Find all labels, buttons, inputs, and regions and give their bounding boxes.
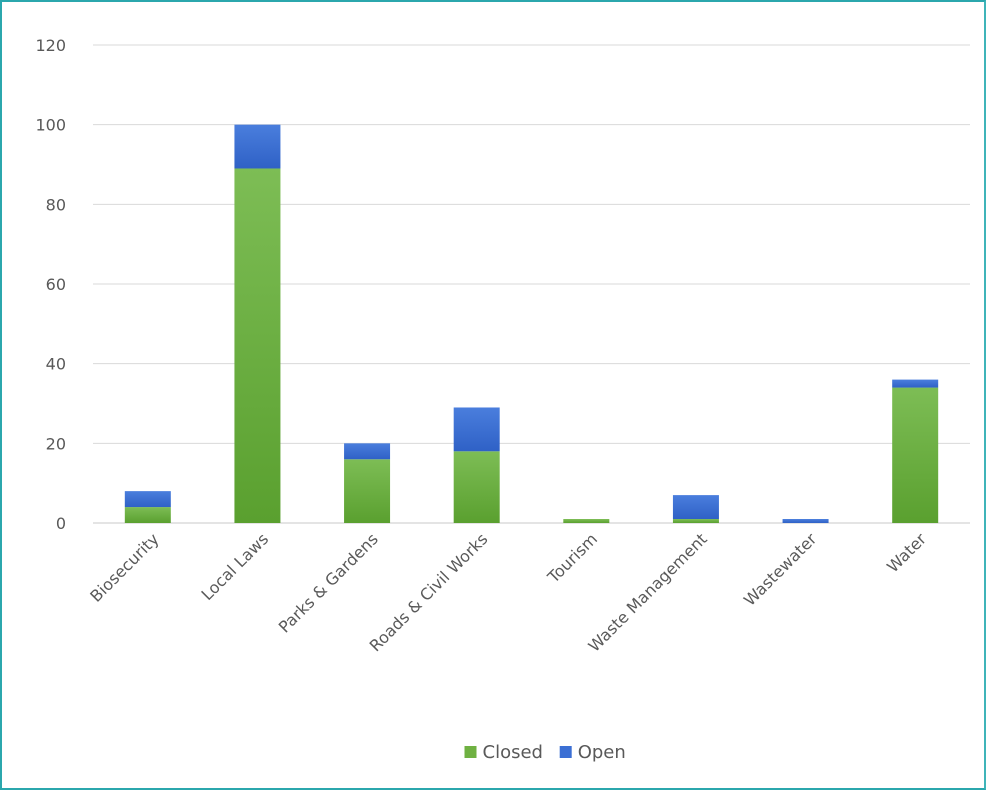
bar-closed-2	[344, 459, 391, 523]
x-tick-label: Tourism	[543, 529, 601, 587]
legend-label-closed: Closed	[483, 742, 543, 763]
y-axis-tick-labels: 0 20 40 60 80 100 120	[35, 36, 66, 533]
bar-closed-3	[453, 451, 500, 523]
x-tick-label: Water	[883, 529, 930, 576]
bar-closed-7	[892, 387, 939, 523]
bar-closed-0	[124, 507, 171, 523]
bar-open-5	[672, 495, 719, 520]
bar-open-6	[782, 519, 829, 523]
legend-swatch-open	[559, 746, 572, 758]
gridlines	[93, 44, 970, 524]
bar-closed-5	[672, 519, 719, 523]
x-tick-label: Local Laws	[198, 529, 273, 604]
y-tick-label: 80	[46, 195, 66, 214]
legend: Closed Open	[464, 742, 626, 763]
y-tick-label: 40	[46, 355, 66, 374]
x-tick-label: Roads & Civil Works	[366, 529, 492, 655]
x-tick-label: Biosecurity	[86, 529, 162, 605]
y-tick-label: 20	[46, 434, 66, 453]
bar-closed-4	[563, 519, 610, 523]
bar-open-0	[124, 491, 171, 508]
bar-open-3	[453, 407, 500, 452]
bar-open-7	[892, 379, 939, 388]
y-tick-label: 100	[35, 116, 66, 135]
y-tick-label: 0	[56, 514, 66, 533]
x-tick-label: Waste Management	[585, 529, 711, 655]
y-tick-label: 120	[35, 36, 66, 55]
bar-open-1	[234, 124, 281, 169]
legend-swatch-closed	[464, 746, 477, 758]
bar-closed-1	[234, 168, 281, 523]
y-tick-label: 60	[46, 275, 66, 294]
x-axis-tick-labels: Biosecurity Local Laws Parks & GardensRoad…	[86, 529, 930, 656]
bars	[124, 124, 939, 523]
x-tick-label: Parks & Gardens	[275, 529, 382, 636]
legend-label-open: Open	[578, 742, 626, 763]
bar-open-2	[344, 443, 391, 460]
x-tick-label: Wastewater	[740, 529, 821, 610]
